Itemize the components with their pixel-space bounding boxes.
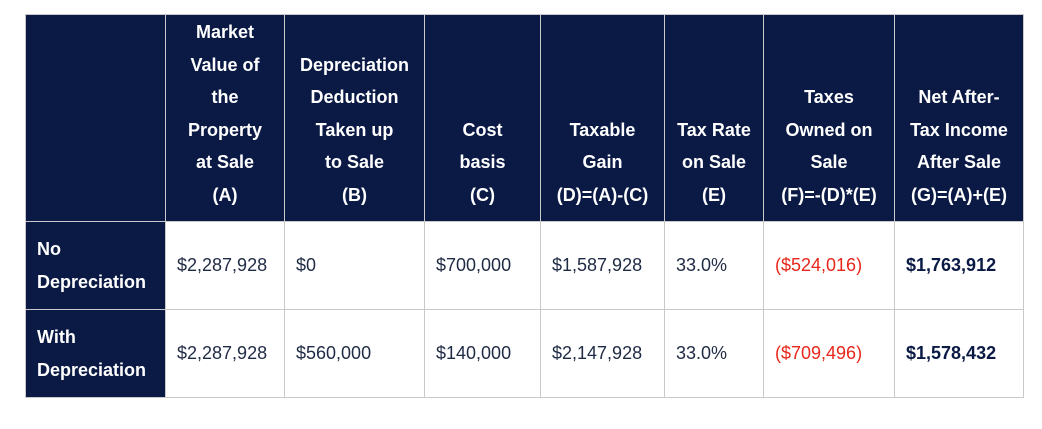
header-line: Property — [187, 119, 263, 140]
header-line: (A) — [212, 184, 238, 205]
header-line: the — [211, 87, 239, 107]
header-line: After Sale — [916, 152, 1002, 172]
header-line: (F)=-(D)*(E) — [781, 184, 877, 205]
header-depreciation-deduction: Depreciation Deduction Taken up to Sale … — [284, 14, 425, 222]
cell-depreciation-deduction: $0 — [284, 221, 425, 310]
header-line: Tax Rate — [677, 119, 751, 140]
header-net-after-tax: Net After- Tax Income After Sale (G)=(A)… — [894, 14, 1024, 222]
table-row-with-depreciation: With Depreciation $2,287,928 $560,000 $1… — [25, 309, 1024, 398]
header-line: Value of — [190, 54, 260, 75]
row-label-line: Depreciation — [37, 271, 147, 292]
row-label: No Depreciation — [25, 221, 166, 310]
cell-cost-basis: $700,000 — [424, 221, 541, 310]
row-label-line: With — [37, 326, 76, 347]
header-line: Net After- — [918, 87, 1000, 107]
header-line: to Sale — [324, 152, 385, 172]
header-line: Taxable — [569, 119, 636, 140]
cell-market-value: $2,287,928 — [165, 221, 285, 310]
header-line: (C) — [470, 184, 495, 205]
header-market-value: Market Value of the Property at Sale (A) — [165, 14, 285, 222]
cell-tax-rate: 33.0% — [664, 221, 764, 310]
header-line: Tax Income — [910, 119, 1008, 140]
table-container: Market Value of the Property at Sale (A)… — [25, 14, 1024, 398]
header-line: (G)=(A)+(E) — [911, 184, 1007, 205]
row-label-line: No — [37, 238, 61, 259]
header-line: Taxes — [804, 87, 854, 107]
row-label: With Depreciation — [25, 309, 166, 398]
header-line: Gain — [582, 152, 623, 172]
cell-cost-basis: $140,000 — [424, 309, 541, 398]
header-line: (B) — [342, 184, 367, 205]
header-line: at Sale — [195, 152, 255, 172]
cell-net-after-tax: $1,578,432 — [894, 309, 1024, 398]
header-line: Taken up — [315, 119, 394, 140]
row-label-line: Depreciation — [37, 359, 147, 380]
cell-taxable-gain: $2,147,928 — [540, 309, 665, 398]
cell-taxes-owned: ($524,016) — [763, 221, 895, 310]
cell-market-value: $2,287,928 — [165, 309, 285, 398]
cell-tax-rate: 33.0% — [664, 309, 764, 398]
header-cost-basis: Cost basis (C) — [424, 14, 541, 222]
header-tax-rate: Tax Rate on Sale (E) — [664, 14, 764, 222]
header-line: basis — [459, 152, 506, 172]
cell-net-after-tax: $1,763,912 — [894, 221, 1024, 310]
header-taxable-gain: Taxable Gain (D)=(A)-(C) — [540, 14, 665, 222]
header-line: Owned on — [785, 119, 873, 140]
header-row: Market Value of the Property at Sale (A)… — [25, 14, 1024, 222]
header-line: (E) — [702, 184, 726, 205]
header-line: Sale — [810, 152, 848, 172]
header-taxes-owned: Taxes Owned on Sale (F)=-(D)*(E) — [763, 14, 895, 222]
header-line: Cost — [462, 119, 503, 140]
depreciation-comparison-table: Market Value of the Property at Sale (A)… — [25, 14, 1024, 398]
corner-cell — [25, 14, 166, 222]
header-line: Deduction — [310, 87, 399, 107]
table-row-no-depreciation: No Depreciation $2,287,928 $0 $700,000 $… — [25, 221, 1024, 310]
header-line: Market — [195, 22, 255, 42]
header-line: (D)=(A)-(C) — [556, 184, 649, 205]
cell-depreciation-deduction: $560,000 — [284, 309, 425, 398]
cell-taxes-owned: ($709,496) — [763, 309, 895, 398]
header-line: Depreciation — [299, 54, 410, 75]
cell-taxable-gain: $1,587,928 — [540, 221, 665, 310]
header-line: on Sale — [681, 152, 747, 172]
